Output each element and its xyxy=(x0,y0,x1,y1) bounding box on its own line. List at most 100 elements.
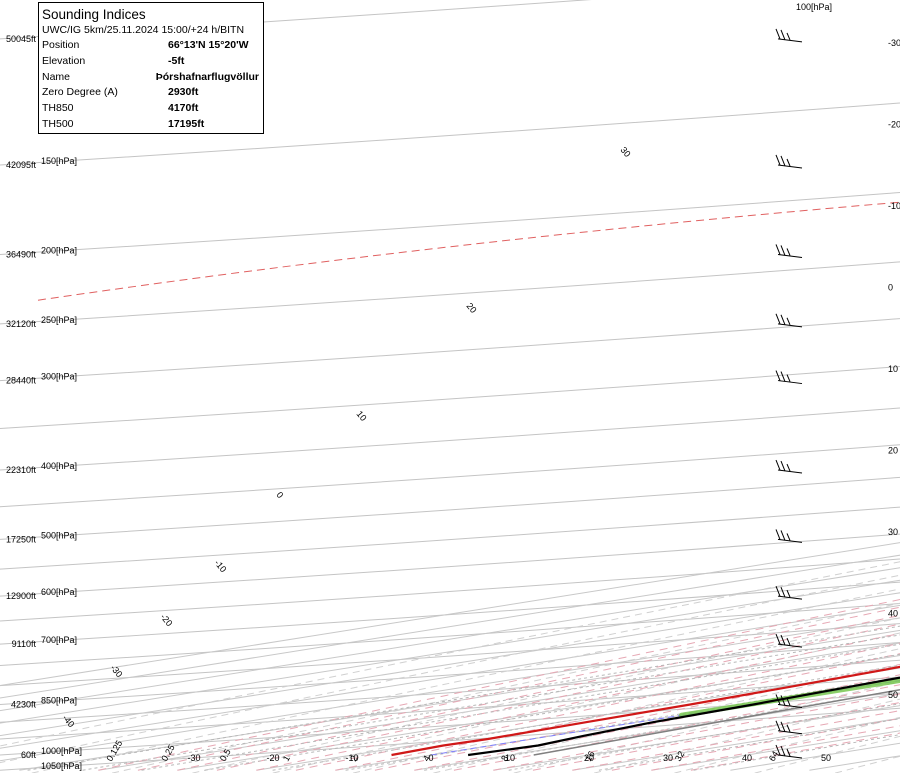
isotherm-label: 10 xyxy=(354,409,368,423)
wind-barb xyxy=(775,370,803,385)
isobar-line xyxy=(0,444,900,508)
pressure-label: 1050[hPa] xyxy=(41,761,82,771)
dry-adiabat-line xyxy=(433,664,900,773)
isobar-line xyxy=(0,318,900,382)
mixing-ratio-label: 64 xyxy=(767,749,781,763)
info-row-elevation: Elevation -5ft xyxy=(42,54,185,67)
height-label: 12900ft xyxy=(6,591,37,601)
height-label: 50045ft xyxy=(6,34,37,44)
wind-barb xyxy=(775,459,803,474)
bottom-temperature-label: 20 xyxy=(584,753,594,763)
mixing-ratio-line xyxy=(27,625,900,771)
mixing-ratio-label: 8 xyxy=(499,754,510,763)
right-isotherm-label: 10 xyxy=(888,364,898,374)
height-label: 4230ft xyxy=(11,700,37,710)
mixing-ratio-line xyxy=(82,634,900,771)
pressure-label: 850[hPa] xyxy=(41,696,77,706)
mixing-ratio-line xyxy=(693,734,900,771)
right-isotherm-label: 40 xyxy=(888,609,898,619)
sounding-series-layer xyxy=(391,665,900,757)
isotherm-label: -40 xyxy=(60,713,76,729)
info-row-position: Position 66°13'N 15°20'W xyxy=(42,39,249,51)
moist-adiabat-line xyxy=(374,663,900,771)
bottom-temperature-label: 10 xyxy=(505,753,515,763)
isobar-line xyxy=(0,476,900,540)
info-row-zero-degree: Zero Degree (A) 2930ft xyxy=(42,86,199,99)
height-label: 32120ft xyxy=(6,319,37,329)
bottom-temperature-label: -10 xyxy=(345,753,358,763)
pressure-label: 150[hPa] xyxy=(41,156,77,166)
pressure-label: 250[hPa] xyxy=(41,315,77,325)
isotherm-label: 0 xyxy=(274,490,285,500)
wind-barb xyxy=(775,28,803,43)
mixing-ratio-label: 4 xyxy=(421,754,432,763)
height-label: 22310ft xyxy=(6,465,37,475)
dry-adiabat-line xyxy=(31,588,900,773)
moist-adiabat-line xyxy=(335,653,900,771)
dry-adiabat-line xyxy=(754,735,900,773)
bottom-temperature-label: 0 xyxy=(428,753,433,763)
sounding-series-1 xyxy=(467,676,900,757)
wind-barb xyxy=(775,633,803,648)
wind-barb xyxy=(775,244,803,258)
height-label: 42095ft xyxy=(6,160,37,170)
right-isotherm-label: -10 xyxy=(888,201,900,211)
isotherm-label: -30 xyxy=(108,663,124,679)
top-right-pressure-label: 100[hPa] xyxy=(796,2,832,12)
pressure-label: 300[hPa] xyxy=(41,372,77,382)
mixing-ratio-line xyxy=(204,653,900,771)
height-label: 28440ft xyxy=(6,376,37,386)
isobar-line xyxy=(0,366,900,429)
isobar-line xyxy=(0,192,900,255)
isobar-line xyxy=(0,581,900,645)
wind-barb xyxy=(775,585,803,600)
isobar-line xyxy=(0,659,900,723)
bottom-temperature-label: -20 xyxy=(266,753,279,763)
height-label: 9110ft xyxy=(12,639,37,649)
isobar-line xyxy=(0,558,900,622)
isotherm-label: -10 xyxy=(212,558,228,574)
right-isotherm-label: -20 xyxy=(888,120,900,130)
freezing-level-line xyxy=(37,201,900,301)
moist-adiabat-line xyxy=(493,693,900,771)
height-label: 36490ft xyxy=(6,250,37,260)
moist-adiabat-line xyxy=(453,684,900,771)
pressure-label: 200[hPa] xyxy=(41,246,77,256)
wind-barb xyxy=(775,744,803,759)
isotherm-label: 30 xyxy=(618,145,632,159)
moist-adiabat-line xyxy=(216,623,900,771)
moist-adiabat-line xyxy=(177,614,900,771)
mixing-ratio-label: 16 xyxy=(583,749,597,763)
dry-adiabat-line xyxy=(111,602,900,773)
isotherm-line xyxy=(177,654,900,771)
isotherm-label: 20 xyxy=(464,301,478,315)
height-label: 17250ft xyxy=(6,534,37,544)
bottom-temperature-label: 30 xyxy=(663,753,673,763)
isotherm-line xyxy=(493,705,900,771)
mixing-ratio-line xyxy=(272,664,900,771)
isobar-line xyxy=(0,533,900,597)
mixing-ratio-label: 2 xyxy=(348,754,359,763)
dry-adiabat-line xyxy=(593,698,900,773)
bottom-temperature-label: 40 xyxy=(742,753,752,763)
wind-barb xyxy=(775,313,803,328)
info-subtitle: UWC/IG 5km/25.11.2024 15:00/+24 h/BITN xyxy=(42,24,245,36)
moist-adiabat-line xyxy=(572,710,900,771)
info-row-name: Name Þórshafnarflugvöllur xyxy=(42,70,259,83)
info-row-th500: TH500 17195ft xyxy=(42,117,205,130)
info-row-th850: TH850 4170ft xyxy=(42,102,199,115)
bottom-temperature-label: 50 xyxy=(821,753,831,763)
isobar-line xyxy=(0,102,900,166)
wind-barbs-layer xyxy=(775,28,803,759)
mixing-ratio-label: 1 xyxy=(281,754,292,763)
pressure-label: 500[hPa] xyxy=(41,530,77,540)
isobar-line xyxy=(0,407,900,471)
wind-barb xyxy=(775,154,803,169)
dry-adiabat-line xyxy=(272,632,900,773)
